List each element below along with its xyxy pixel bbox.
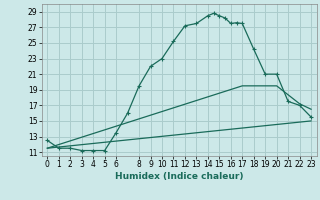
X-axis label: Humidex (Indice chaleur): Humidex (Indice chaleur) bbox=[115, 172, 244, 181]
